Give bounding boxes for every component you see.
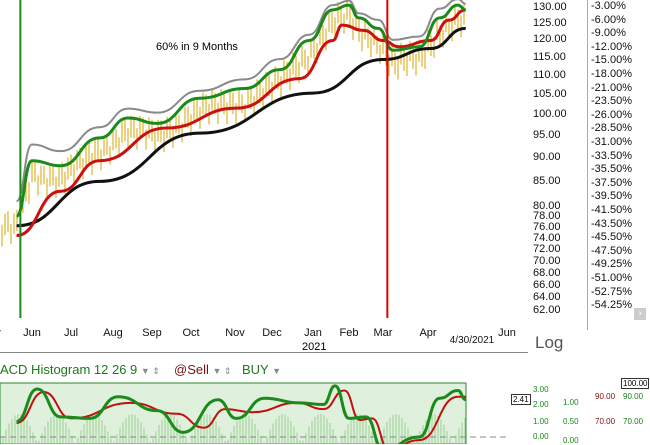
percent-tick: -52.75% [591,285,632,298]
dropdown-arrow-icon[interactable]: ▼ ⇕ [212,366,232,376]
macd-tick: 3.00 [533,385,549,394]
percent-tick: -18.00% [591,68,632,80]
axis-divider-horizontal [0,352,528,353]
price-tick: 66.00 [533,278,561,291]
percent-tick: -31.00% [591,136,632,148]
percent-tick: -37.50% [591,176,632,189]
price-tick: 76.00 [533,220,561,233]
percent-tick: -9.00% [591,27,626,40]
dropdown-arrow-icon[interactable]: ▼ ⇕ [140,366,160,376]
sell-selector[interactable]: @Sell ▼ ⇕ [174,362,231,377]
price-tick: 72.00 [533,243,561,256]
axis-divider-vertical [587,0,588,330]
percent-tick: -41.50% [591,204,632,216]
buy-label: BUY [242,362,269,377]
price-tick: 68.00 [533,266,561,279]
indicator-title[interactable]: ACD Histogram 12 26 9 ▼ ⇕ [0,362,160,377]
macd-panel [0,382,467,444]
percent-tick: -51.00% [591,272,632,284]
percent-tick: -49.25% [591,258,632,271]
series-line [15,3,466,218]
month-label: Feb [339,327,359,339]
month-label: Oct [182,327,200,339]
percent-tick: -33.50% [591,149,632,162]
year-label: 2021 [302,341,327,353]
month-label: Sep [142,327,162,339]
sell-label: @Sell [174,362,209,377]
macd-tick: 1.00 [533,417,549,426]
value-box: 100.00 [621,378,650,389]
series-line [15,0,466,203]
indicator-title-text: ACD Histogram 12 26 9 [0,362,138,377]
percent-tick: -39.50% [591,190,632,203]
tick4: 90.00 [623,392,644,401]
percent-tick: -12.00% [591,40,632,53]
price-tick: 110.00 [533,69,566,82]
percent-tick: -6.00% [591,13,626,26]
price-tick: 62.00 [533,304,561,317]
price-tick: 80.00 [533,199,561,212]
percent-tick: -45.50% [591,231,632,244]
price-tick: 125.00 [533,16,567,29]
month-label: 4/30/2021 [449,335,495,346]
percent-tick: -47.50% [591,244,632,257]
price-chart[interactable] [0,0,528,444]
price-tick: 64.00 [533,291,561,304]
macd-tick: 2.00 [533,400,549,409]
price-tick: 90.00 [533,151,561,164]
macd-line [15,384,467,444]
scroll-right-icon[interactable]: › [634,308,646,320]
price-tick: 105.00 [533,88,567,101]
tick3: 90.00 [595,392,616,401]
macd-current-value: 2.41 [511,394,531,405]
price-tick: 70.00 [533,254,561,267]
percent-tick: -54.25% [591,299,632,312]
month-label: Jun [23,327,41,339]
tick2: 0.50 [563,417,579,426]
series-line [16,8,466,238]
price-tick: 74.00 [533,231,561,244]
percent-tick: -21.00% [591,81,632,94]
tick4: 70.00 [623,417,644,426]
price-tick: 115.00 [533,50,566,63]
price-tick: 78.00 [533,210,561,223]
month-label: Aug [103,327,123,339]
month-label: Jun [498,327,516,339]
price-tick: 130.00 [533,0,567,13]
buy-selector[interactable]: BUY ▼ [242,362,281,377]
tick2: 0.00 [563,436,579,445]
price-tick: 85.00 [533,174,561,187]
month-label: Dec [262,327,282,339]
month-label: Nov [225,327,245,339]
month-label: Jul [63,327,79,339]
tick2: 1.00 [563,398,579,407]
tick3: 70.00 [595,417,616,426]
percent-tick: -26.00% [591,108,632,121]
price-tick: 100.00 [533,108,567,121]
percent-tick: -43.50% [591,217,632,230]
percent-tick: -3.00% [591,0,626,12]
percent-tick: -35.50% [591,163,632,176]
month-label: Mar [373,327,393,339]
price-tick: 120.00 [533,33,567,46]
macd-tick: 0.00 [533,432,549,441]
annotation: 60% in 9 Months [156,41,238,53]
percent-tick: -15.00% [591,54,632,67]
dropdown-arrow-icon[interactable]: ▼ [272,366,282,376]
month-label: Jan [304,327,322,339]
percent-tick: -28.50% [591,122,632,135]
scale-mode-log[interactable]: Log [535,333,564,352]
series-line [16,26,466,228]
month-label: y [0,327,1,339]
percent-tick: -23.50% [591,95,632,108]
month-label: Apr [419,327,437,339]
price-tick: 95.00 [533,129,561,142]
